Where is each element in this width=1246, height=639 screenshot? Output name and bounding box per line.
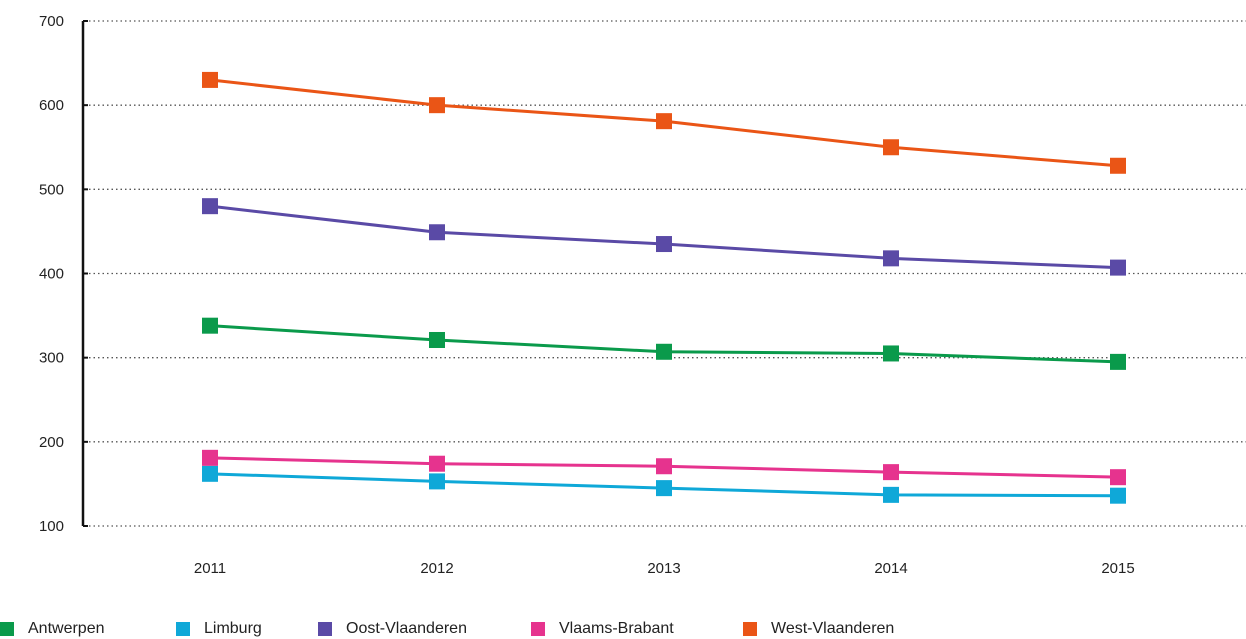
legend-item: West-Vlaanderen — [743, 618, 894, 639]
data-point-marker — [202, 449, 218, 466]
legend-label: Limburg — [204, 619, 262, 637]
data-point-marker — [1110, 353, 1126, 370]
series-limburg — [202, 465, 1126, 504]
legend-label: West-Vlaanderen — [771, 619, 895, 637]
data-point-marker — [656, 236, 672, 253]
legend-item: Vlaams-Brabant — [531, 618, 674, 639]
data-point-marker — [883, 464, 899, 481]
data-point-marker — [656, 458, 672, 475]
data-point-marker — [202, 198, 218, 215]
series-vlaams-brabant — [202, 449, 1126, 486]
y-tick-label: 100 — [39, 518, 64, 535]
legend-swatch — [176, 621, 190, 636]
data-point-marker — [883, 345, 899, 362]
data-point-marker — [429, 224, 445, 241]
data-point-marker — [883, 250, 899, 267]
data-point-marker — [656, 343, 672, 360]
data-point-marker — [1110, 487, 1126, 504]
series-lines — [202, 71, 1126, 504]
data-point-marker — [1110, 259, 1126, 276]
y-tick-label: 500 — [39, 181, 64, 198]
legend-item: Limburg — [176, 618, 262, 639]
data-point-marker — [429, 455, 445, 472]
y-tick-label: 700 — [39, 13, 64, 30]
gridlines — [89, 20, 1246, 527]
x-tick-label: 2015 — [1101, 560, 1134, 577]
data-point-marker — [202, 317, 218, 334]
data-point-marker — [656, 113, 672, 130]
data-point-marker — [429, 97, 445, 114]
legend-label: Oost-Vlaanderen — [346, 619, 467, 637]
legend-label: Vlaams-Brabant — [559, 619, 674, 637]
y-tick-label: 200 — [39, 434, 64, 451]
legend-label: Antwerpen — [28, 619, 105, 637]
series-oost-vlaanderen — [202, 198, 1126, 276]
legend-swatch — [531, 621, 545, 636]
legend: Antwerpen Limburg Oost-Vlaanderen Vlaams-Br… — [0, 618, 1246, 639]
x-tick-label: 2014 — [874, 560, 907, 577]
data-point-marker — [656, 480, 672, 497]
legend-swatch — [318, 621, 332, 636]
y-tick-labels: 100 200 300 400 500 600 700 — [39, 13, 64, 535]
series-antwerpen — [202, 317, 1126, 370]
y-tick-label: 400 — [39, 266, 64, 283]
data-point-marker — [883, 486, 899, 503]
data-point-marker — [429, 473, 445, 490]
x-tick-label: 2013 — [647, 560, 680, 577]
legend-swatch — [743, 621, 757, 636]
data-point-marker — [202, 71, 218, 88]
series-west-vlaanderen — [202, 71, 1126, 174]
data-point-marker — [883, 139, 899, 156]
y-tick-label: 600 — [39, 97, 64, 114]
x-tick-labels: 2011 2012 2013 2014 2015 — [194, 560, 1135, 577]
legend-swatch — [0, 621, 14, 636]
data-point-marker — [1110, 157, 1126, 174]
x-tick-label: 2012 — [420, 560, 453, 577]
legend-item: Antwerpen — [0, 618, 105, 639]
x-tick-label: 2011 — [194, 560, 226, 577]
y-axis — [81, 20, 88, 527]
data-point-marker — [1110, 469, 1126, 486]
data-point-marker — [202, 465, 218, 482]
y-tick-label: 300 — [39, 350, 64, 367]
legend-item: Oost-Vlaanderen — [318, 618, 467, 639]
data-point-marker — [429, 331, 445, 348]
